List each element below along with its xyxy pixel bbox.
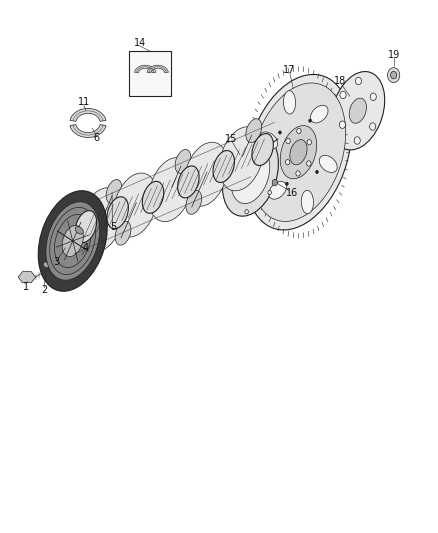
Circle shape	[316, 171, 318, 174]
Ellipse shape	[331, 71, 385, 150]
Polygon shape	[70, 108, 106, 122]
Text: 3: 3	[53, 257, 60, 267]
Circle shape	[279, 131, 281, 134]
Circle shape	[272, 179, 278, 185]
Ellipse shape	[252, 134, 273, 166]
Circle shape	[245, 209, 248, 214]
Ellipse shape	[311, 105, 328, 123]
Circle shape	[370, 123, 376, 130]
Text: 16: 16	[286, 188, 298, 198]
Text: 2: 2	[41, 286, 47, 295]
Circle shape	[286, 182, 288, 185]
Ellipse shape	[43, 262, 49, 268]
Ellipse shape	[231, 147, 270, 204]
Ellipse shape	[38, 191, 107, 291]
Ellipse shape	[107, 197, 128, 229]
Text: 15: 15	[225, 134, 237, 144]
Text: 18: 18	[334, 77, 346, 86]
Ellipse shape	[283, 91, 296, 114]
Text: 1: 1	[23, 282, 29, 292]
Ellipse shape	[245, 75, 351, 230]
Ellipse shape	[62, 225, 83, 256]
Circle shape	[370, 93, 376, 101]
Text: 5: 5	[110, 222, 117, 232]
Circle shape	[286, 138, 290, 143]
Circle shape	[268, 190, 272, 195]
Ellipse shape	[319, 155, 337, 173]
Ellipse shape	[349, 98, 367, 123]
Circle shape	[239, 140, 243, 144]
Ellipse shape	[149, 158, 193, 222]
Circle shape	[339, 121, 346, 128]
Ellipse shape	[290, 140, 307, 165]
Ellipse shape	[251, 83, 346, 221]
Bar	[130, 51, 171, 96]
Ellipse shape	[280, 126, 317, 179]
Circle shape	[309, 119, 311, 122]
Circle shape	[286, 159, 290, 165]
Text: 11: 11	[78, 96, 90, 107]
Ellipse shape	[260, 132, 278, 149]
Ellipse shape	[246, 119, 261, 143]
Text: 6: 6	[94, 133, 100, 143]
Ellipse shape	[142, 181, 164, 213]
Circle shape	[340, 91, 346, 99]
Ellipse shape	[213, 150, 234, 182]
Ellipse shape	[106, 180, 122, 204]
Polygon shape	[147, 65, 169, 73]
Text: 14: 14	[134, 38, 147, 48]
Circle shape	[388, 68, 400, 83]
Ellipse shape	[46, 202, 99, 280]
Circle shape	[307, 140, 311, 145]
Circle shape	[297, 128, 301, 134]
Polygon shape	[70, 125, 106, 138]
Circle shape	[296, 171, 300, 176]
Circle shape	[355, 77, 361, 85]
Polygon shape	[134, 65, 156, 73]
Circle shape	[227, 178, 230, 182]
Ellipse shape	[175, 150, 191, 173]
Ellipse shape	[184, 142, 228, 206]
Ellipse shape	[80, 188, 124, 252]
Ellipse shape	[301, 190, 314, 214]
Circle shape	[265, 147, 268, 151]
Text: 19: 19	[388, 50, 400, 60]
Ellipse shape	[178, 166, 199, 198]
Ellipse shape	[75, 227, 83, 234]
Ellipse shape	[269, 181, 286, 199]
Ellipse shape	[113, 173, 157, 237]
Ellipse shape	[223, 134, 279, 216]
Ellipse shape	[115, 221, 131, 245]
Ellipse shape	[219, 127, 263, 191]
Text: 4: 4	[83, 243, 89, 253]
Ellipse shape	[186, 190, 201, 214]
Ellipse shape	[75, 211, 96, 243]
Polygon shape	[18, 272, 35, 282]
Circle shape	[391, 71, 397, 79]
Text: 17: 17	[283, 65, 295, 75]
Circle shape	[307, 161, 311, 166]
Circle shape	[354, 137, 360, 144]
Ellipse shape	[39, 259, 53, 271]
